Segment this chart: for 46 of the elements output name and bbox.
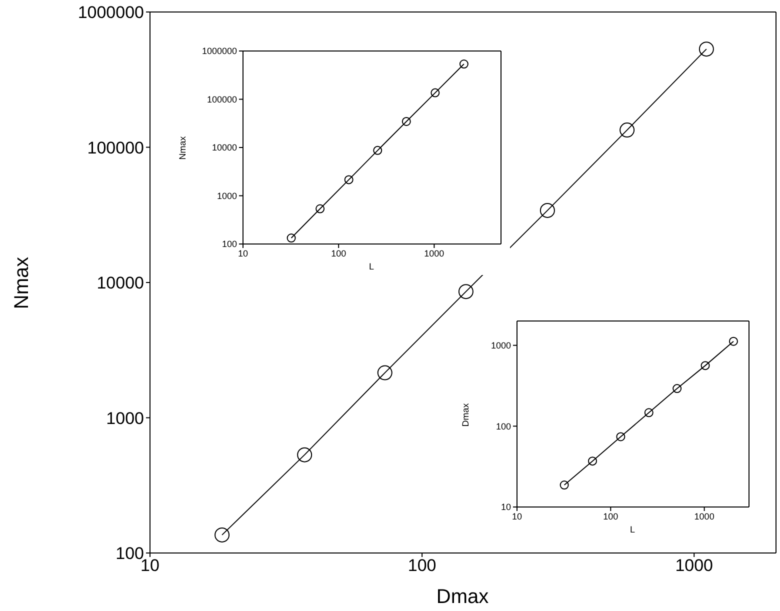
x-tick-label: 100 bbox=[331, 248, 346, 258]
y-tick-label: 100 bbox=[222, 239, 237, 250]
point bbox=[616, 432, 626, 442]
point bbox=[402, 116, 411, 126]
y-axis-title: Dmax bbox=[460, 402, 470, 426]
y-axis-title: Nmax bbox=[11, 256, 33, 310]
point bbox=[700, 361, 710, 370]
x-tick-label: 10 bbox=[238, 248, 248, 258]
x-axis-title: Dmax bbox=[436, 586, 489, 608]
y-tick-label: 1000 bbox=[106, 408, 144, 428]
point bbox=[560, 480, 569, 490]
x-tick-label: 1000 bbox=[694, 511, 714, 522]
y-tick-label: 1000000 bbox=[78, 3, 144, 22]
point bbox=[377, 365, 392, 380]
y-tick-label: 10000 bbox=[96, 274, 144, 293]
point bbox=[620, 122, 635, 138]
x-tick-label: 1000 bbox=[675, 556, 714, 576]
point bbox=[459, 60, 468, 69]
x-axis-title: L bbox=[368, 262, 374, 272]
point bbox=[214, 527, 230, 542]
point bbox=[588, 456, 598, 466]
y-tick-label: 100000 bbox=[206, 94, 237, 104]
point bbox=[458, 284, 474, 300]
y-tick-label: 1000 bbox=[490, 340, 511, 351]
y-tick-label: 10000 bbox=[212, 142, 237, 153]
y-tick-label: 1000000 bbox=[202, 46, 237, 56]
point bbox=[316, 204, 325, 214]
point bbox=[344, 175, 354, 184]
y-tick-label: 1000 bbox=[216, 190, 237, 201]
point bbox=[644, 408, 654, 418]
y-tick-label: 100000 bbox=[87, 138, 144, 158]
point bbox=[728, 336, 738, 346]
point bbox=[672, 384, 682, 394]
y-tick-label: 100 bbox=[496, 421, 511, 432]
y-axis-title: Nmax bbox=[178, 136, 188, 160]
point bbox=[373, 146, 382, 155]
point bbox=[430, 88, 440, 98]
x-axis-title: L bbox=[630, 524, 636, 534]
point bbox=[286, 234, 296, 243]
x-tick-label: 100 bbox=[408, 556, 436, 576]
point bbox=[297, 447, 312, 462]
x-tick-label: 100 bbox=[603, 511, 618, 522]
x-tick-label: 1000 bbox=[424, 248, 444, 258]
y-tick-label: 10 bbox=[500, 502, 511, 512]
x-tick-label: 10 bbox=[512, 511, 522, 522]
point bbox=[540, 202, 555, 218]
